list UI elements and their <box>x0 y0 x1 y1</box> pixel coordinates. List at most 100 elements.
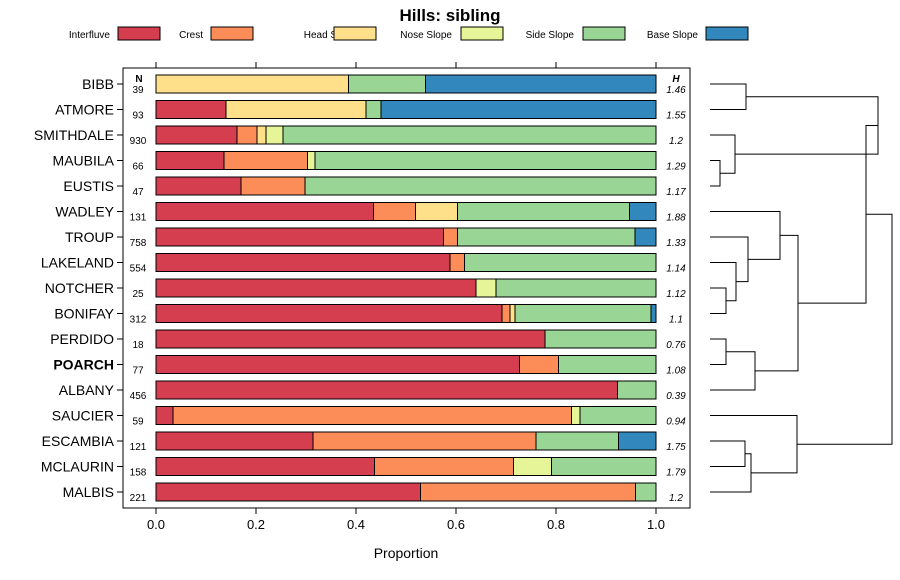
row-label: EUSTIS <box>63 178 114 194</box>
bar-segment-interfluve <box>155 100 227 119</box>
h-value: 1.17 <box>666 187 686 198</box>
n-value: 77 <box>132 366 144 377</box>
bar-segment-base-slope <box>425 74 657 94</box>
dendrogram-link <box>710 338 727 365</box>
bar-segment-base-slope <box>618 431 657 451</box>
n-value: 66 <box>132 162 144 173</box>
bar-segment-interfluve <box>155 176 242 196</box>
h-value: 1.2 <box>669 136 683 147</box>
legend-item: Base Slope <box>647 26 749 41</box>
x-tick-label: 1.0 <box>647 517 665 532</box>
h-value: 1.75 <box>666 442 686 453</box>
x-tick-label: 0.2 <box>247 517 265 532</box>
row-label: ALBANY <box>59 382 115 398</box>
n-value: 39 <box>132 85 144 96</box>
dendrogram-link <box>710 211 781 260</box>
dendrogram-link <box>710 160 721 187</box>
bar-segment-interfluve <box>155 278 477 298</box>
chart-title: Hills: sibling <box>399 6 500 25</box>
legend-swatch <box>210 26 254 41</box>
n-value: 221 <box>130 493 147 504</box>
bar-segment-interfluve <box>155 457 375 476</box>
bar-segment-interfluve <box>155 431 314 451</box>
h-value: 1.79 <box>666 468 686 479</box>
h-column-header: H <box>672 74 680 85</box>
x-tick-label: 0.4 <box>347 517 365 532</box>
n-value: 930 <box>130 136 147 147</box>
bar-segment-side-slope <box>282 125 657 145</box>
h-value: 1.2 <box>669 493 683 504</box>
row-maubila: MAUBILA 66 1.29 <box>53 151 686 173</box>
row-lakeland: LAKELAND 554 1.14 <box>41 253 686 275</box>
bar-segment-crest <box>374 457 514 476</box>
row-label: MAUBILA <box>53 153 115 169</box>
h-value: 0.76 <box>666 340 686 351</box>
bar-segment-side-slope <box>464 253 657 272</box>
h-value: 1.08 <box>666 366 686 377</box>
bar-segment-side-slope <box>348 74 426 94</box>
row-eustis: EUSTIS 47 1.17 <box>63 176 686 198</box>
bar-segment-interfluve <box>155 151 225 170</box>
bar-segment-base-slope <box>634 227 657 247</box>
legend-label: Head Slope <box>304 30 357 41</box>
bar-segment-nose-slope <box>307 151 316 170</box>
legend-swatch <box>117 26 161 41</box>
n-value: 121 <box>130 442 147 453</box>
h-value: 1.33 <box>666 238 686 249</box>
h-value: 1.88 <box>666 213 686 224</box>
dendrogram-link <box>735 96 879 155</box>
n-value: 554 <box>130 264 147 275</box>
legend-label: Base Slope <box>647 30 699 41</box>
bar-segment-interfluve <box>155 355 520 374</box>
bar-segment-head-slope <box>256 125 267 145</box>
row-label: MCLAURIN <box>41 459 114 475</box>
row-mclaurin: MCLAURIN 158 1.79 <box>41 457 686 479</box>
dendrogram-link <box>710 134 736 174</box>
row-smithdale: SMITHDALE 930 1.2 <box>34 125 683 147</box>
row-label: PERDIDO <box>50 331 114 347</box>
row-wadley: WADLEY 131 1.88 <box>55 202 686 224</box>
bar-segment-interfluve <box>155 482 421 502</box>
h-value: 1.14 <box>666 264 686 275</box>
bar-segment-interfluve <box>155 227 444 247</box>
bar-segment-side-slope <box>514 304 652 323</box>
legend-label: Crest <box>179 30 203 41</box>
n-value: 47 <box>132 187 144 198</box>
legend-item: Nose Slope <box>400 26 504 41</box>
legend-swatch <box>705 26 749 41</box>
bar-segment-interfluve <box>155 406 174 425</box>
bar-segment-side-slope <box>304 176 657 196</box>
dendrogram-link <box>710 440 746 467</box>
row-label: SAUCIER <box>52 408 114 424</box>
legend-swatch <box>460 26 504 41</box>
legend-item: Crest <box>179 26 254 41</box>
bar-segment-crest <box>240 176 306 196</box>
dendrogram-link <box>710 351 756 391</box>
dendrogram-link <box>710 415 798 474</box>
legend-item: Head Slope <box>304 26 377 41</box>
row-label: POARCH <box>53 357 114 373</box>
bar-segment-crest <box>420 482 636 502</box>
h-value: 1.46 <box>666 85 686 96</box>
bar-segment-crest <box>236 125 258 145</box>
bar-segment-crest <box>501 304 511 323</box>
row-label: MALBIS <box>63 484 114 500</box>
bar-segment-interfluve <box>155 304 503 323</box>
row-label: ESCAMBIA <box>42 433 115 449</box>
bar-segment-base-slope <box>629 202 657 221</box>
row-atmore: ATMORE 93 1.55 <box>55 100 686 122</box>
row-poarch: POARCH 77 1.08 <box>53 355 686 377</box>
bar-segment-side-slope <box>579 406 657 425</box>
x-axis-title: Proportion <box>374 545 439 561</box>
dendrogram <box>710 83 893 493</box>
legend-label: Side Slope <box>526 30 575 41</box>
bar-segment-interfluve <box>155 329 546 349</box>
bar-segment-crest <box>312 431 537 451</box>
x-tick-label: 0.0 <box>147 517 165 532</box>
bar-segment-head-slope <box>225 100 367 119</box>
n-value: 59 <box>132 417 144 428</box>
legend: Interfluve Crest Head Slope Nose Slope Side … <box>69 26 749 41</box>
bar-segment-interfluve <box>155 202 374 221</box>
n-value: 18 <box>132 340 144 351</box>
dendrogram-link <box>755 234 799 372</box>
